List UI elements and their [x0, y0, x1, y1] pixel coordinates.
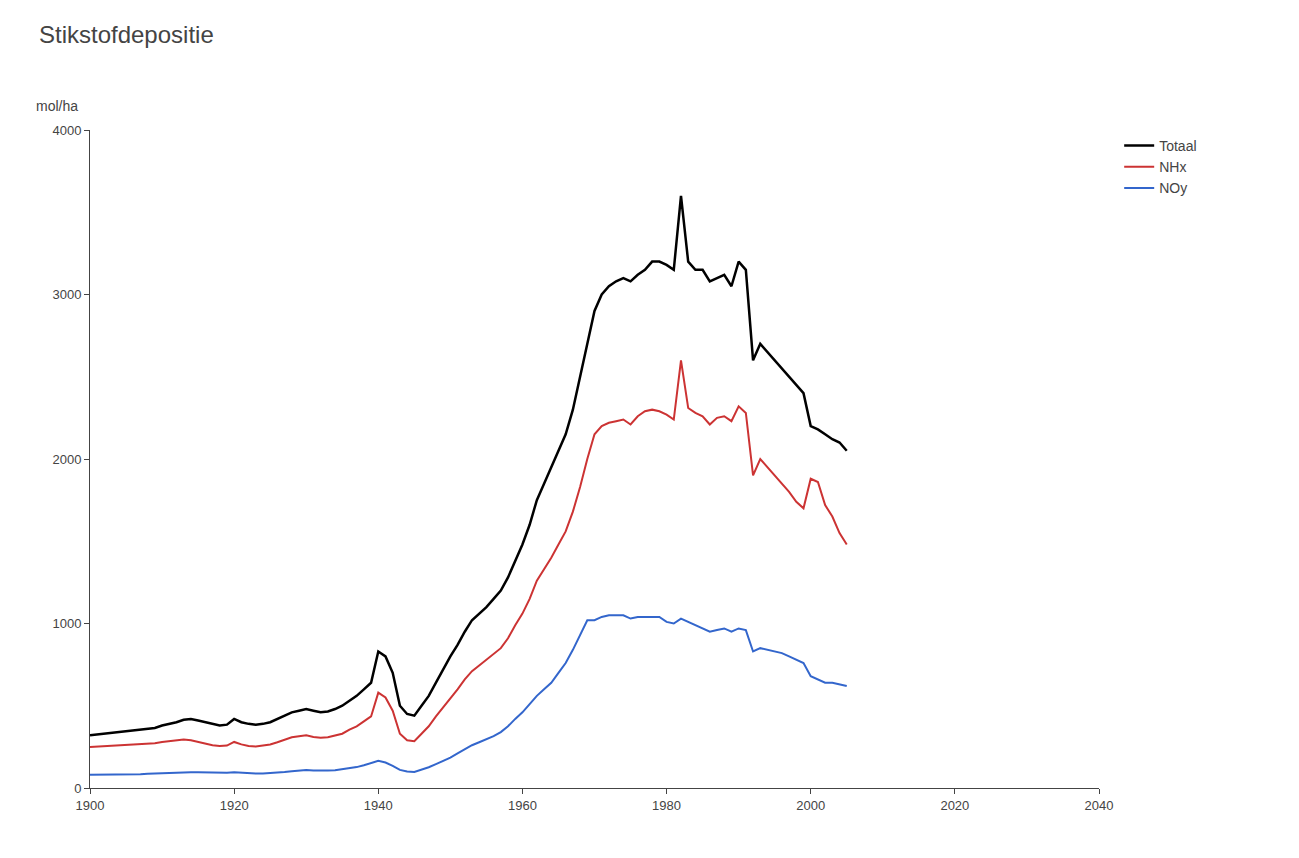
svg-text:4000: 4000: [52, 123, 81, 138]
svg-text:1980: 1980: [652, 798, 681, 813]
svg-text:NOy: NOy: [1159, 180, 1187, 196]
svg-text:2020: 2020: [940, 798, 969, 813]
svg-text:1900: 1900: [76, 798, 105, 813]
svg-text:3000: 3000: [52, 287, 81, 302]
svg-text:Totaal: Totaal: [1159, 138, 1196, 154]
svg-text:0: 0: [74, 781, 81, 796]
svg-text:mol/ha: mol/ha: [36, 98, 78, 114]
svg-text:Stikstofdepositie: Stikstofdepositie: [39, 21, 214, 48]
svg-text:NHx: NHx: [1159, 159, 1186, 175]
svg-text:2000: 2000: [52, 452, 81, 467]
svg-text:2000: 2000: [796, 798, 825, 813]
svg-text:1000: 1000: [52, 616, 81, 631]
svg-text:1940: 1940: [364, 798, 393, 813]
svg-text:1920: 1920: [220, 798, 249, 813]
svg-text:1960: 1960: [508, 798, 537, 813]
svg-text:2040: 2040: [1085, 798, 1114, 813]
